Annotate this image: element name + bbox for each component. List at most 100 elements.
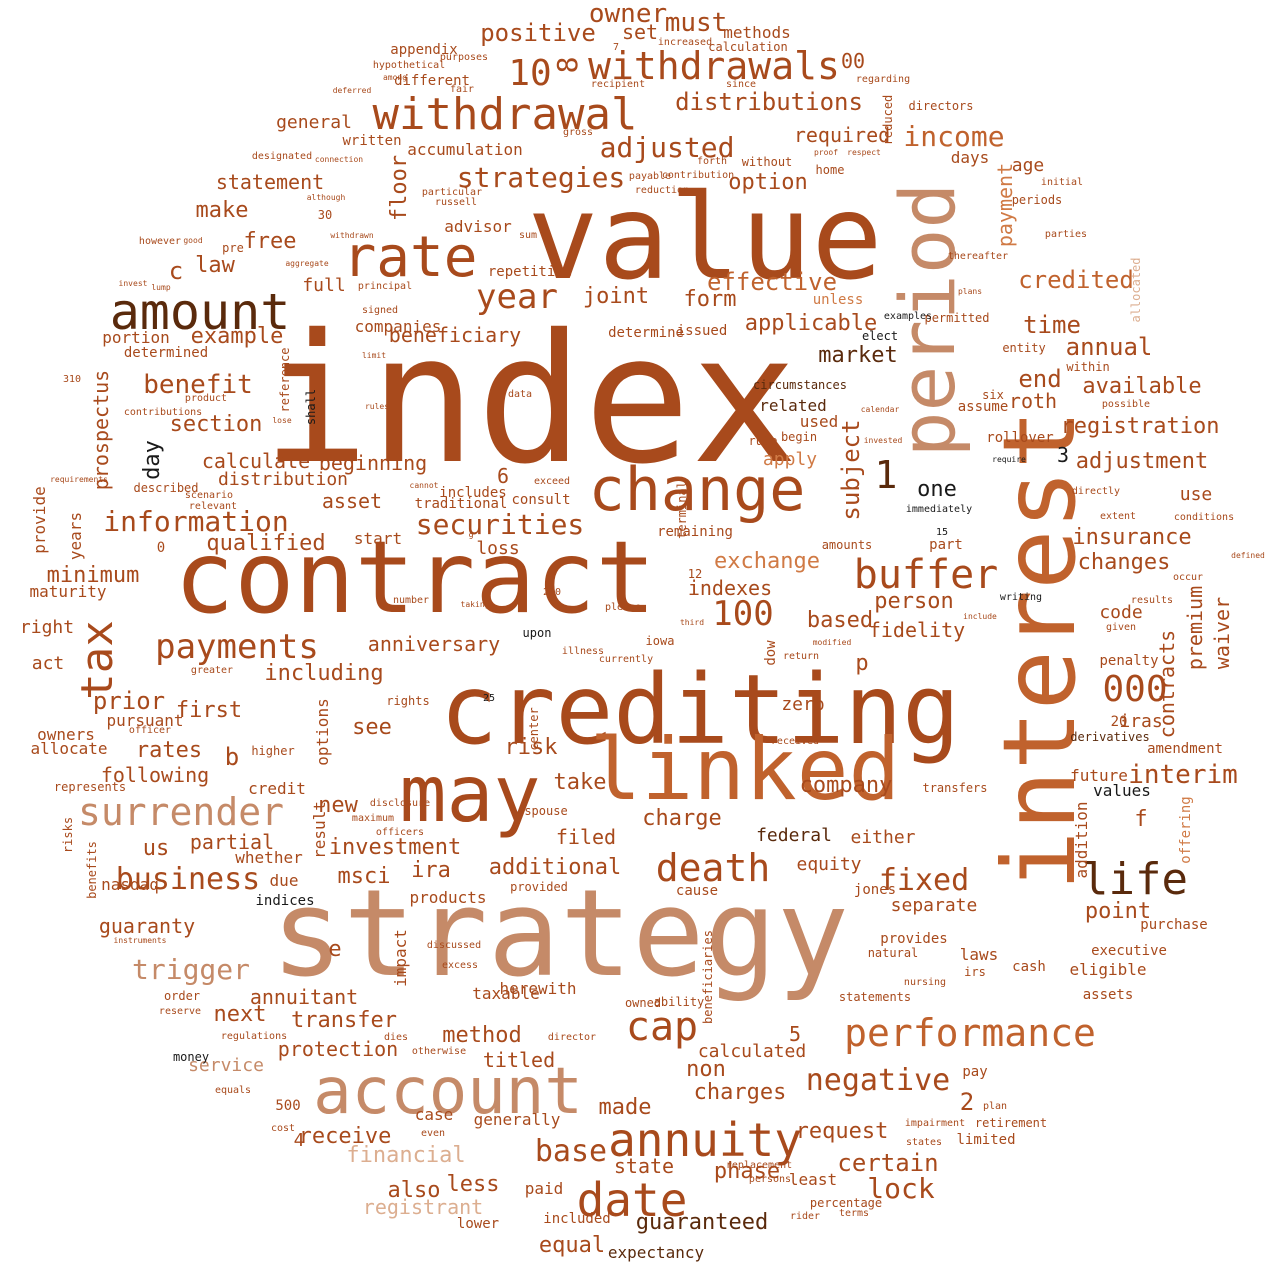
cloud-word: indexes <box>687 576 773 600</box>
cloud-word: examples <box>883 311 933 322</box>
cloud-word: accumulation <box>407 140 523 159</box>
cloud-word: point <box>1084 899 1152 924</box>
cloud-word: c <box>168 257 184 285</box>
cloud-word: information <box>103 505 289 538</box>
cloud-word: writing <box>999 592 1043 603</box>
cloud-word: order <box>163 989 201 1003</box>
cloud-word: included <box>543 1211 611 1227</box>
cloud-word: third <box>679 618 705 627</box>
cloud-word: must <box>664 8 728 38</box>
cloud-word: 000 <box>1102 669 1168 710</box>
cloud-word: rate <box>342 225 478 290</box>
cloud-word: made <box>598 1095 652 1120</box>
cloud-word: apply <box>762 449 818 470</box>
cloud-word: time <box>1023 311 1081 339</box>
cloud-word: msci <box>337 864 391 889</box>
cloud-word: lump <box>151 283 171 292</box>
cloud-word: minimum <box>46 563 140 588</box>
cloud-word: amendment <box>1147 741 1223 757</box>
cloud-word: account <box>313 1055 583 1129</box>
cloud-word: calculate <box>201 449 311 473</box>
cloud-word: excess <box>441 960 479 971</box>
cloud-word: eligible <box>1069 960 1147 979</box>
cloud-word: disclosure <box>369 798 431 809</box>
cloud-word: among <box>382 73 408 82</box>
cloud-word: statement <box>215 170 325 194</box>
cloud-word: value <box>527 168 883 306</box>
cloud-word: owners <box>37 725 95 744</box>
cloud-word: impairment <box>904 1118 966 1129</box>
cloud-word: statements <box>838 990 912 1004</box>
cloud-word: owner <box>588 0 668 29</box>
cloud-word: fair <box>449 84 475 95</box>
cloud-word: written <box>342 133 402 149</box>
cloud-word: regarding <box>855 74 911 85</box>
cloud-word: adjustment <box>1075 449 1209 474</box>
cloud-word: separate <box>890 895 978 916</box>
cloud-word: amount <box>109 283 291 341</box>
cloud-word: natural <box>867 946 919 960</box>
cloud-word: trigger <box>131 953 251 986</box>
cloud-word: option <box>728 170 808 195</box>
cloud-word: death <box>655 846 771 890</box>
cloud-word: qualified <box>206 531 326 556</box>
cloud-word: premium <box>1183 585 1207 671</box>
cloud-word: russell <box>434 197 478 208</box>
cloud-word: registrant <box>362 1195 484 1219</box>
cloud-word: risks <box>61 816 75 854</box>
cloud-word: 0 <box>156 540 166 556</box>
cloud-word: free <box>243 229 297 254</box>
cloud-word: increased <box>657 37 713 48</box>
cloud-word: ira <box>411 858 451 883</box>
cloud-word: available <box>1082 374 1202 399</box>
cloud-word: owned <box>624 996 662 1010</box>
cloud-word: one <box>917 477 957 502</box>
cloud-word: directors <box>908 99 974 113</box>
cloud-word: connection <box>314 155 364 164</box>
cloud-word: derivatives <box>1070 730 1150 744</box>
cloud-word: roth <box>1008 389 1058 413</box>
cloud-word: although <box>306 193 346 202</box>
cloud-word: law <box>195 253 235 278</box>
cloud-word: taxable <box>472 984 540 1003</box>
cloud-word: contract <box>174 519 656 636</box>
cloud-word: linked <box>589 720 901 820</box>
cloud-word: good <box>183 236 203 245</box>
cloud-word: 6 <box>496 464 510 488</box>
cloud-word: portion <box>102 328 170 347</box>
cloud-word: elect <box>861 329 899 343</box>
cloud-word: taking <box>460 600 490 609</box>
cloud-word: code <box>1099 602 1143 623</box>
cloud-word: certain <box>837 1149 939 1177</box>
cloud-word: part <box>929 537 963 553</box>
cloud-word: greater <box>190 665 234 676</box>
cloud-word: charges <box>693 1080 787 1105</box>
cloud-word: amounts <box>821 538 873 552</box>
cloud-word: plan <box>982 1101 1008 1112</box>
cloud-word: given <box>1105 622 1137 633</box>
cloud-word: person <box>874 589 954 614</box>
cloud-word: buffer <box>853 552 999 598</box>
cloud-word: right <box>19 617 75 638</box>
cloud-word: reduced <box>881 94 895 146</box>
cloud-word: method <box>442 1023 522 1048</box>
cloud-word: exceed <box>533 476 571 487</box>
cloud-word: required <box>793 123 891 147</box>
cloud-word: reference <box>278 347 292 413</box>
cloud-word: gross <box>562 127 594 138</box>
cloud-word: negative <box>805 1063 951 1098</box>
cloud-word: due <box>269 871 299 890</box>
cloud-word: calculation <box>708 40 788 54</box>
cloud-word: pay <box>962 1064 988 1080</box>
cloud-word: 310 <box>62 374 82 385</box>
cloud-word: proof <box>813 148 839 157</box>
cloud-word: rates <box>135 738 203 763</box>
cloud-word: extent <box>1099 511 1137 522</box>
cloud-word: percentage <box>809 1196 883 1210</box>
cloud-word: recipient <box>590 79 646 90</box>
cloud-word: illness <box>561 646 605 657</box>
cloud-word: floor <box>387 154 412 222</box>
cloud-word: payable <box>628 171 672 182</box>
cloud-word: prospectus <box>89 369 113 491</box>
cloud-word: future <box>1070 766 1128 785</box>
